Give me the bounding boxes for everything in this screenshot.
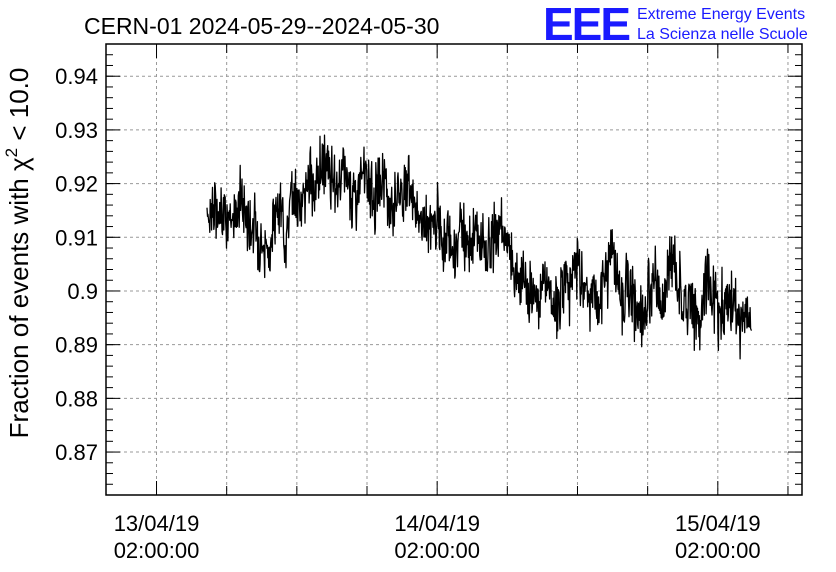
x-tick-label-date: 14/04/19	[394, 511, 480, 536]
x-tick-label-date: 15/04/19	[675, 511, 761, 536]
y-tick-label: 0.94	[55, 64, 98, 89]
plot-frame	[105, 43, 803, 496]
axis-ticks	[106, 44, 802, 496]
y-tick-label: 0.92	[55, 172, 98, 197]
chart-title: CERN-01 2024-05-29--2024-05-30	[84, 13, 439, 39]
series-layer	[206, 134, 753, 360]
y-tick-label: 0.9	[67, 279, 98, 304]
logo-line-2: La Scienza nelle Scuole	[637, 26, 808, 43]
y-tick-label: 0.87	[55, 440, 98, 465]
x-tick-label-date: 13/04/19	[114, 511, 200, 536]
y-axis-label: Fraction of events with χ2 < 10.0	[2, 68, 34, 439]
series-line	[206, 134, 753, 360]
x-tick-label-time: 02:00:00	[675, 538, 761, 563]
logo-line-1: Extreme Energy Events	[637, 6, 805, 23]
logo-letters: EEE	[543, 0, 629, 50]
eee-logo: EEE Extreme Energy Events La Scienza nel…	[543, 0, 808, 50]
y-tick-label: 0.91	[55, 225, 98, 250]
x-tick-label-time: 02:00:00	[394, 538, 480, 563]
y-tick-label: 0.93	[55, 118, 98, 143]
grid	[106, 44, 802, 495]
x-tick-label-time: 02:00:00	[114, 538, 200, 563]
y-tick-label: 0.88	[55, 386, 98, 411]
tick-labels: 0.870.880.890.90.910.920.930.9413/04/190…	[55, 64, 760, 563]
y-tick-label: 0.89	[55, 333, 98, 358]
